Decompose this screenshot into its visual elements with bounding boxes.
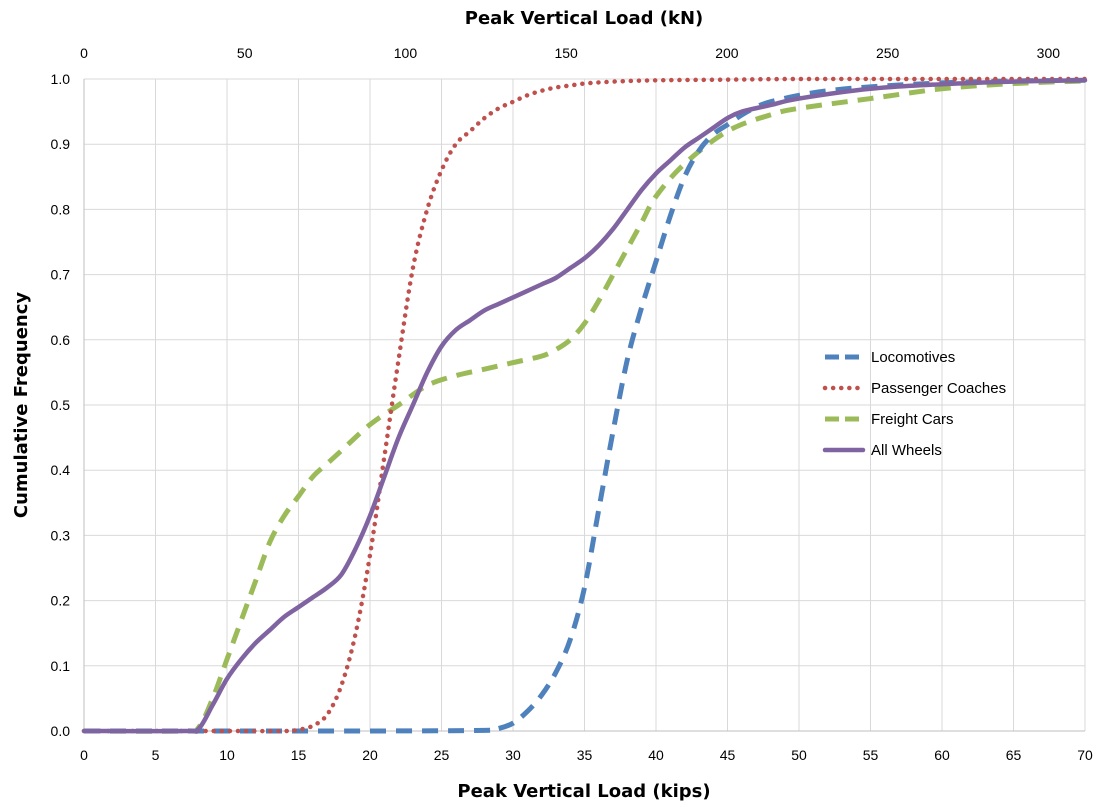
series-line-passenger-coaches	[81, 76, 1088, 734]
legend-label-freight-cars: Freight Cars	[871, 411, 954, 428]
x2-tick-label: 0	[80, 45, 88, 61]
y-tick-label: 0.5	[51, 397, 71, 413]
x2-axis-title: Peak Vertical Load (kN)	[465, 8, 703, 29]
legend-label-all-wheels: All Wheels	[871, 442, 942, 459]
x-tick-label: 25	[434, 747, 450, 763]
x-tick-label: 10	[219, 747, 235, 763]
series-line-all-wheels	[81, 78, 1088, 734]
legend: Locomotives Passenger Coaches Freight Cars…	[822, 349, 1006, 459]
x-tick-label: 55	[863, 747, 879, 763]
series-line-locomotives	[83, 77, 1086, 734]
x-axis-title: Peak Vertical Load (kips)	[457, 781, 710, 802]
x2-tick-label: 250	[876, 45, 900, 61]
x-tick-labels: 0 5 10 15 20 25 30 35 40 45 50 55 60 65 70	[80, 747, 1093, 763]
y-tick-label: 0.9	[51, 136, 71, 152]
x2-tick-label: 100	[394, 45, 418, 61]
series-line-freight-cars	[83, 78, 1086, 734]
x2-tick-label: 200	[715, 45, 739, 61]
y-tick-label: 0.4	[51, 462, 71, 478]
x-tick-label: 65	[1006, 747, 1022, 763]
y-tick-label: 1.0	[51, 71, 71, 87]
y-tick-labels: 0.0 0.1 0.2 0.3 0.4 0.5 0.6 0.7 0.8 0.9 1.0	[51, 71, 71, 739]
x-tick-label: 30	[505, 747, 521, 763]
legend-label-locomotives: Locomotives	[871, 349, 955, 366]
y-tick-label: 0.2	[51, 593, 71, 609]
x2-tick-label: 300	[1037, 45, 1061, 61]
x-tick-label: 60	[934, 747, 950, 763]
series-layer	[81, 76, 1088, 734]
y-tick-label: 0.1	[51, 658, 71, 674]
x-tick-label: 45	[720, 747, 736, 763]
x2-tick-labels: 0 50 100 150 200 250 300	[80, 45, 1060, 61]
legend-label-passenger-coaches: Passenger Coaches	[871, 380, 1006, 397]
y-axis-title: Cumulative Frequency	[11, 292, 32, 519]
x-tick-label: 15	[291, 747, 307, 763]
x2-tick-label: 150	[554, 45, 578, 61]
x-tick-label: 35	[577, 747, 593, 763]
x-tick-label: 50	[791, 747, 807, 763]
y-tick-label: 0.6	[51, 332, 71, 348]
x-tick-label: 70	[1077, 747, 1093, 763]
y-tick-label: 0.0	[51, 723, 71, 739]
y-tick-label: 0.3	[51, 527, 71, 543]
y-tick-label: 0.7	[51, 267, 71, 283]
y-tick-label: 0.8	[51, 201, 71, 217]
x-tick-label: 0	[80, 747, 88, 763]
x-tick-label: 5	[152, 747, 160, 763]
x-tick-label: 20	[362, 747, 378, 763]
grid-lines	[83, 78, 1086, 732]
x2-tick-label: 50	[237, 45, 253, 61]
x-tick-label: 40	[648, 747, 664, 763]
